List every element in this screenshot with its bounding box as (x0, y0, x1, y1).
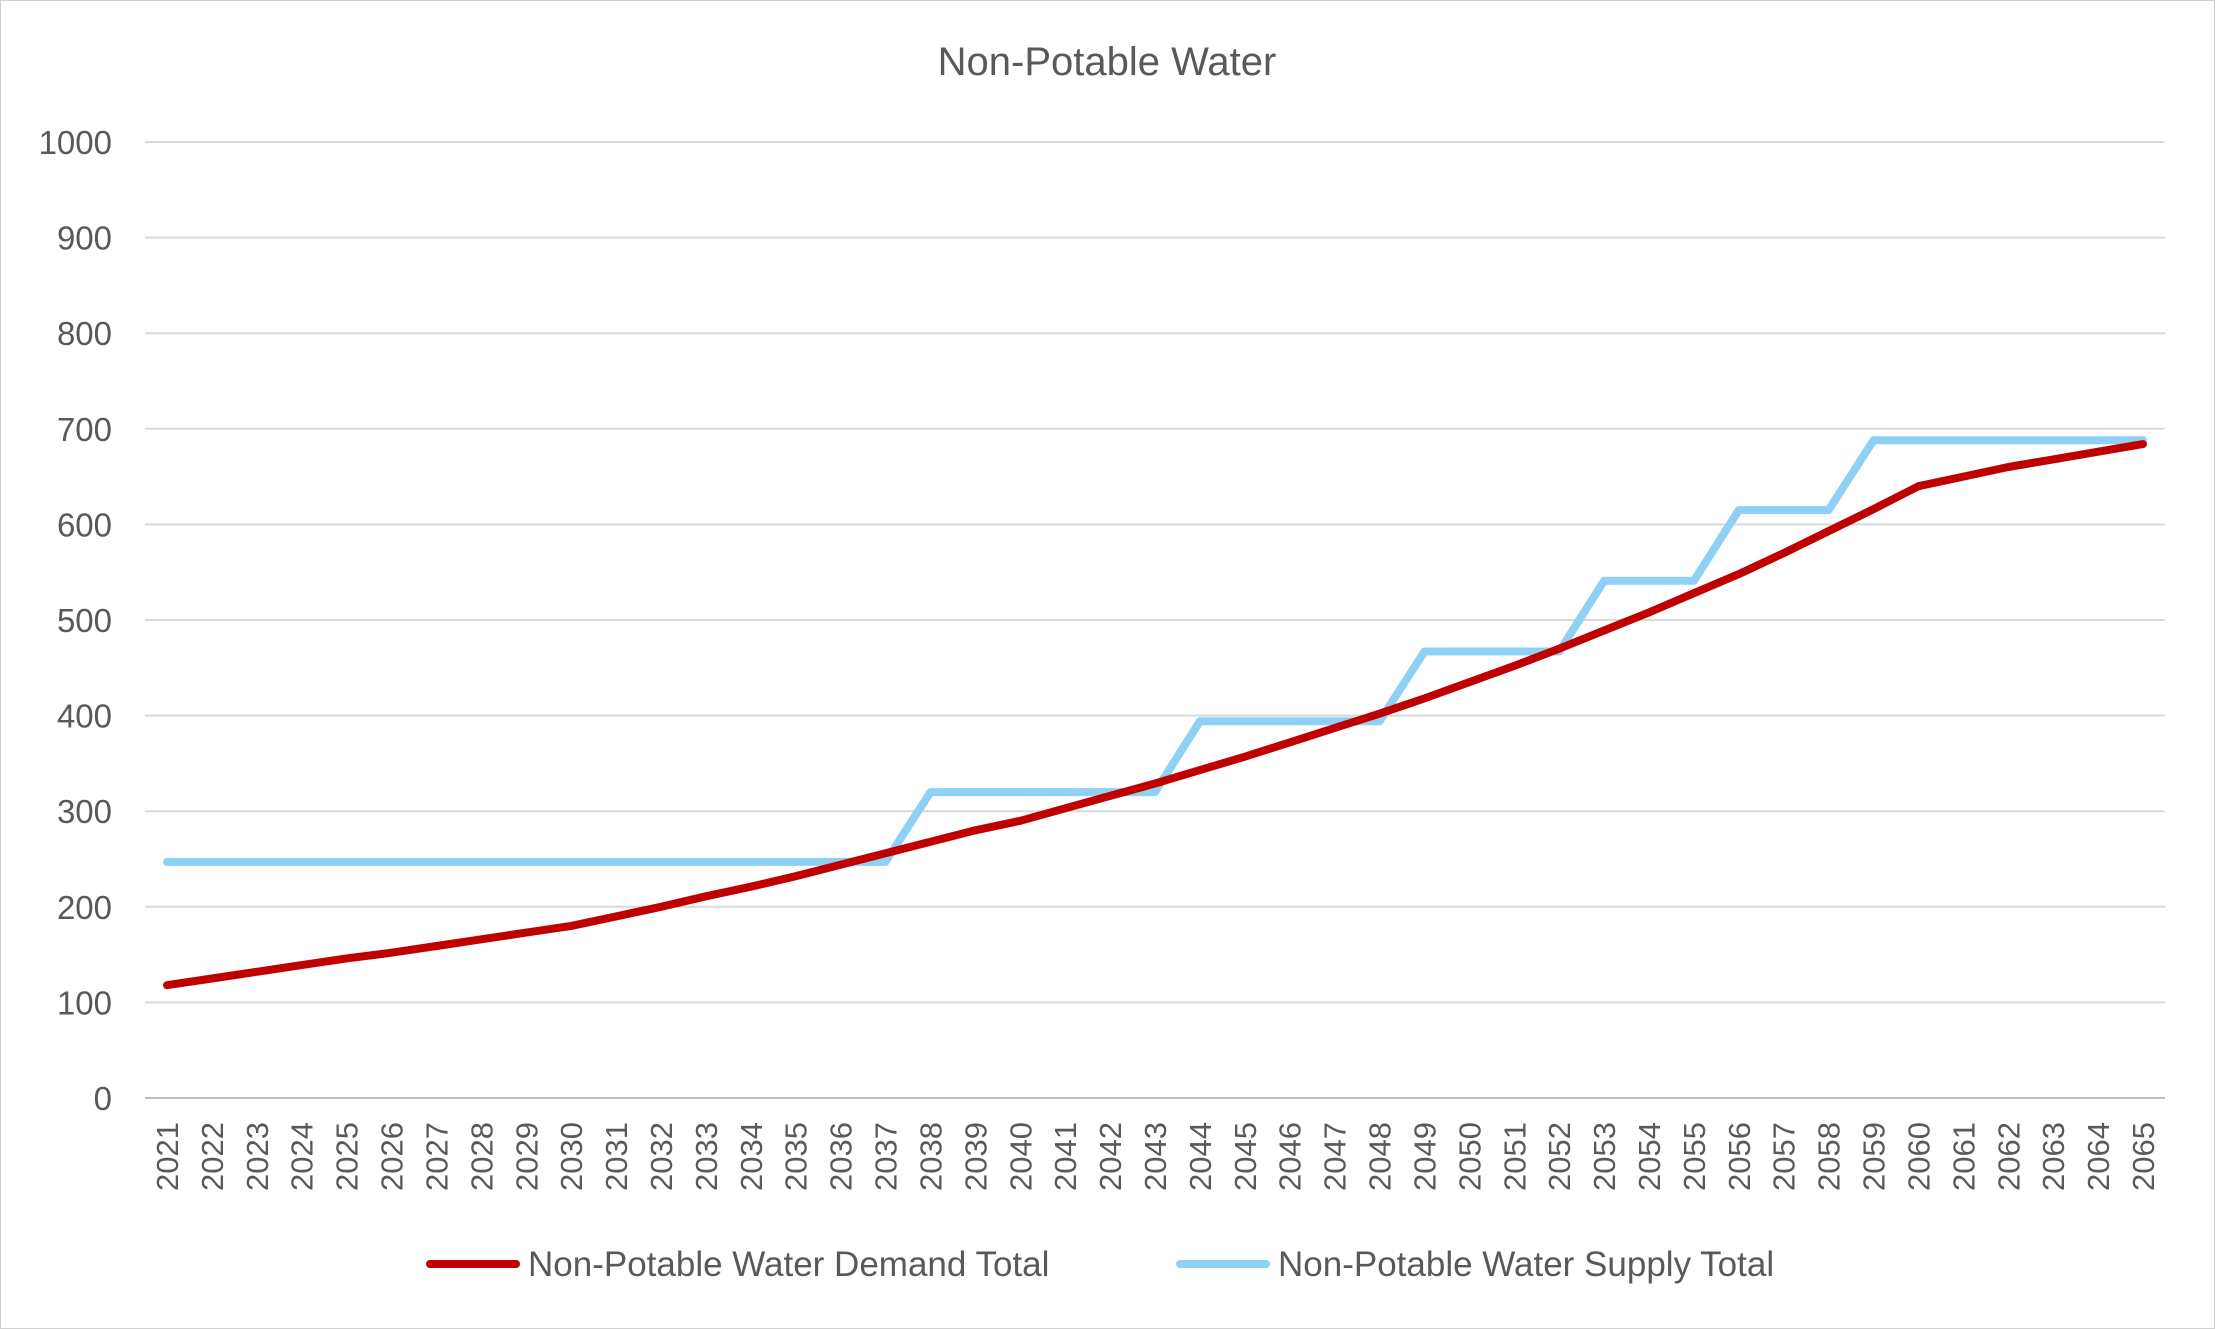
series-lines (163, 436, 2147, 990)
x-tick-label: 2056 (1722, 1122, 1757, 1191)
x-tick-label: 2059 (1857, 1122, 1892, 1191)
x-tick-label: 2062 (1991, 1122, 2026, 1191)
y-tick-label: 600 (57, 506, 112, 543)
x-tick-label: 2025 (330, 1122, 365, 1191)
x-tick-label: 2060 (1901, 1122, 1936, 1191)
gridlines (145, 141, 2165, 1099)
x-tick-label: 2021 (150, 1122, 185, 1191)
x-tick-label: 2050 (1452, 1122, 1487, 1191)
x-tick-label: 2039 (958, 1122, 993, 1191)
x-tick-label: 2046 (1273, 1122, 1308, 1191)
x-tick-label: 2049 (1407, 1122, 1442, 1191)
x-tick-label: 2065 (2126, 1122, 2161, 1191)
demand-series-line (163, 440, 2147, 990)
y-axis-ticks: 0 100 200 300 400 500 600 700 800 900 1000 (39, 124, 112, 1117)
x-tick-label: 2052 (1542, 1122, 1577, 1191)
x-tick-label: 2032 (644, 1122, 679, 1191)
x-axis-ticks: 2021 2022 2023 2024 2025 2026 2027 2028 2029 2030… (150, 1122, 2161, 1191)
y-tick-label: 300 (57, 793, 112, 830)
x-tick-label: 2035 (779, 1122, 814, 1191)
legend: Non-Potable Water Demand Total Non-Potabl… (426, 1245, 1774, 1284)
x-tick-label: 2042 (1093, 1122, 1128, 1191)
x-tick-label: 2041 (1048, 1122, 1083, 1191)
x-tick-label: 2057 (1767, 1122, 1802, 1191)
x-tick-label: 2047 (1318, 1122, 1353, 1191)
x-tick-label: 2063 (2036, 1122, 2071, 1191)
x-tick-label: 2064 (2081, 1122, 2116, 1191)
x-tick-label: 2054 (1632, 1122, 1667, 1191)
x-tick-label: 2058 (1812, 1122, 1847, 1191)
x-tick-label: 2033 (689, 1122, 724, 1191)
y-tick-label: 1000 (39, 124, 112, 161)
x-tick-label: 2051 (1497, 1122, 1532, 1191)
y-tick-label: 0 (94, 1080, 112, 1117)
x-tick-label: 2023 (240, 1122, 275, 1191)
x-tick-label: 2029 (509, 1122, 544, 1191)
y-tick-label: 200 (57, 889, 112, 926)
y-tick-label: 900 (57, 220, 112, 257)
y-tick-label: 100 (57, 984, 112, 1021)
x-tick-label: 2026 (375, 1122, 410, 1191)
x-tick-label: 2038 (913, 1122, 948, 1191)
x-tick-label: 2044 (1183, 1122, 1218, 1191)
x-tick-label: 2031 (599, 1122, 634, 1191)
x-tick-label: 2048 (1363, 1122, 1398, 1191)
x-tick-label: 2045 (1228, 1122, 1263, 1191)
x-tick-label: 2030 (554, 1122, 589, 1191)
x-tick-label: 2043 (1138, 1122, 1173, 1191)
x-tick-label: 2027 (419, 1122, 454, 1191)
x-tick-label: 2036 (824, 1122, 859, 1191)
x-tick-label: 2061 (1946, 1122, 1981, 1191)
x-tick-label: 2055 (1677, 1122, 1712, 1191)
y-tick-label: 700 (57, 411, 112, 448)
y-tick-label: 400 (57, 698, 112, 735)
x-tick-label: 2037 (869, 1122, 904, 1191)
y-tick-label: 800 (57, 315, 112, 352)
supply-series-line (163, 436, 2147, 866)
x-tick-label: 2053 (1587, 1122, 1622, 1191)
x-tick-label: 2028 (464, 1122, 499, 1191)
x-tick-label: 2024 (285, 1122, 320, 1191)
x-tick-label: 2022 (195, 1122, 230, 1191)
legend-label: Non-Potable Water Supply Total (1278, 1245, 1774, 1284)
y-tick-label: 500 (57, 602, 112, 639)
legend-label: Non-Potable Water Demand Total (528, 1245, 1049, 1284)
x-tick-label: 2034 (734, 1122, 769, 1191)
x-tick-label: 2040 (1003, 1122, 1038, 1191)
chart-title: Non-Potable Water (938, 40, 1277, 84)
